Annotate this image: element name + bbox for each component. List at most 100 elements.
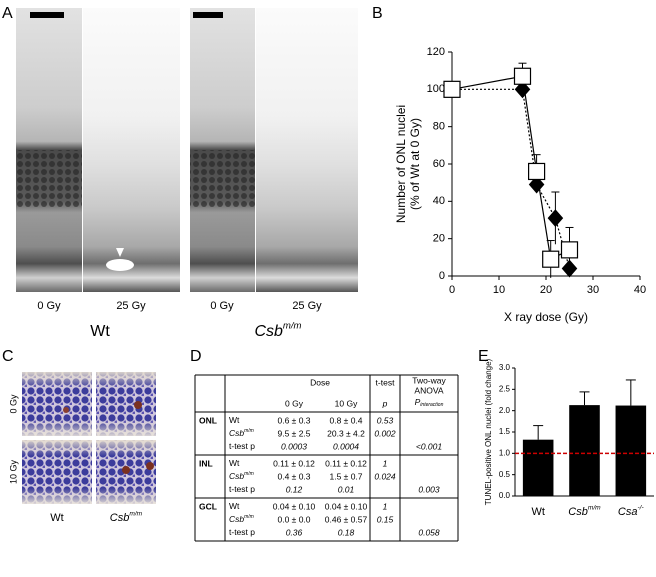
table-cell: 20.3 ± 4.2: [327, 428, 365, 438]
x-axis-label: X ray dose (Gy): [504, 310, 588, 324]
table-cell: 0.04 ± 0.10: [325, 501, 368, 511]
layer-label: GCL: [199, 501, 217, 511]
marker: [561, 259, 578, 278]
row-label-text: Wt: [229, 501, 240, 511]
table-cell: 1: [383, 458, 388, 468]
row-label: t-test p: [229, 484, 255, 494]
panel-label: B: [372, 5, 383, 22]
table-cell: 0.0004: [333, 441, 359, 451]
micrograph-overlay: [22, 440, 92, 504]
x-tick-label-base: Wt: [531, 506, 544, 518]
series-line: [451, 75, 570, 261]
marker: [514, 80, 531, 99]
row-label-text: Csb: [229, 471, 244, 481]
genotype-label-base: Wt: [50, 512, 63, 524]
table-cell: 0.6 ± 0.3: [277, 415, 310, 425]
dose-label: 0 Gy: [8, 394, 18, 414]
marker: [542, 250, 560, 268]
genotype-label: Csbm/m: [254, 320, 301, 340]
marker: [528, 175, 545, 194]
row-label: t-test p: [229, 527, 255, 537]
row-label: Wt: [229, 501, 240, 511]
genotype-label: Csbm/m: [110, 510, 143, 524]
marker: [443, 80, 461, 98]
genotype-label-base: Csb: [110, 512, 130, 524]
stained-cell: [134, 401, 142, 409]
micrograph-overlay: [96, 372, 156, 436]
p-symbol: P: [415, 397, 421, 407]
row-label-sup: m/m: [244, 514, 254, 520]
panel-label: C: [2, 348, 14, 365]
table-header: 10 Gy: [335, 398, 358, 408]
y-tick-label: 2.5: [499, 384, 511, 393]
table-header: Two-way: [412, 375, 446, 385]
table-cell: 0.4 ± 0.3: [277, 471, 310, 481]
dose-label: 25 Gy: [116, 300, 146, 312]
y-tick-label: 60: [433, 158, 445, 170]
table-cell: 0.8 ± 0.4: [329, 415, 362, 425]
stained-cell: [63, 407, 69, 413]
x-tick-label-base: Csb: [568, 506, 588, 518]
x-tick-label: 40: [634, 284, 646, 296]
layer-label: ONL: [199, 415, 217, 425]
micrograph: [83, 8, 180, 292]
table-cell: 1: [383, 501, 388, 511]
table-cell: 9.5 ± 2.5: [277, 428, 310, 438]
y-axis-label: Number of ONL nuclei: [394, 105, 408, 223]
row-label: Csbm/m: [229, 471, 254, 481]
y-tick-label: 0: [439, 270, 445, 282]
genotype-label-base: Wt: [90, 323, 110, 340]
micrograph: [256, 8, 358, 292]
x-tick-label: Csa-/-: [618, 504, 645, 518]
table-cell: 0.024: [374, 471, 396, 481]
table-cell: 0.46 ± 0.57: [325, 514, 368, 524]
y-tick-label: 80: [433, 121, 445, 133]
row-label-sup: m/m: [244, 471, 254, 477]
y-tick-label: 3.0: [499, 363, 511, 372]
scale-bar: [30, 12, 64, 18]
marker: [513, 67, 532, 85]
row-label: Wt: [229, 415, 240, 425]
stained-cell: [146, 462, 154, 470]
table-header: 0 Gy: [285, 398, 304, 408]
layer-label: INL: [199, 458, 213, 468]
x-tick-label-sup: m/m: [588, 504, 601, 511]
row-label-text: Csb: [229, 428, 244, 438]
bar: [615, 405, 647, 496]
x-tick-label: Wt: [531, 506, 544, 518]
bar: [522, 439, 554, 496]
table-cell: 0.0 ± 0.0: [277, 514, 310, 524]
row-label: Wt: [229, 458, 240, 468]
stained-cell: [122, 466, 130, 474]
table-cell: 0.01: [338, 484, 355, 494]
table-cell: 0.15: [377, 514, 394, 524]
row-label: Csbm/m: [229, 514, 254, 524]
table-cell: 0.002: [374, 428, 396, 438]
genotype-label: Wt: [50, 512, 63, 524]
table-header: p: [382, 398, 388, 408]
y-tick-label: 1.0: [499, 448, 511, 457]
y-tick-label: 0.5: [499, 470, 511, 479]
row-label-text: Csb: [229, 514, 244, 524]
table-cell: 0.058: [418, 527, 440, 537]
table-cell: 0.18: [338, 527, 355, 537]
x-tick-label: 10: [493, 284, 505, 296]
row-label-text: Wt: [229, 458, 240, 468]
dose-label: 0 Gy: [210, 300, 234, 312]
x-tick-label: 0: [449, 284, 455, 296]
row-label-text: t-test p: [229, 527, 255, 537]
y-tick-label: 100: [427, 83, 445, 95]
table-cell: 1.5 ± 0.7: [329, 471, 362, 481]
y-axis-label: (% of Wt at 0 Gy): [408, 118, 422, 210]
arrow: [116, 248, 124, 257]
y-axis-label: TUNEL-positive ONL nuclei (fold change): [484, 358, 493, 505]
y-tick-label: 2.0: [499, 406, 511, 415]
micrograph-feature: [106, 259, 134, 271]
table-cell: 0.04 ± 0.10: [273, 501, 316, 511]
panel-label: A: [2, 5, 13, 22]
x-tick-label-base: Csa: [618, 506, 638, 518]
dose-label: 0 Gy: [37, 300, 61, 312]
table-cell: 0.36: [286, 527, 303, 537]
scale-bar: [193, 12, 223, 18]
